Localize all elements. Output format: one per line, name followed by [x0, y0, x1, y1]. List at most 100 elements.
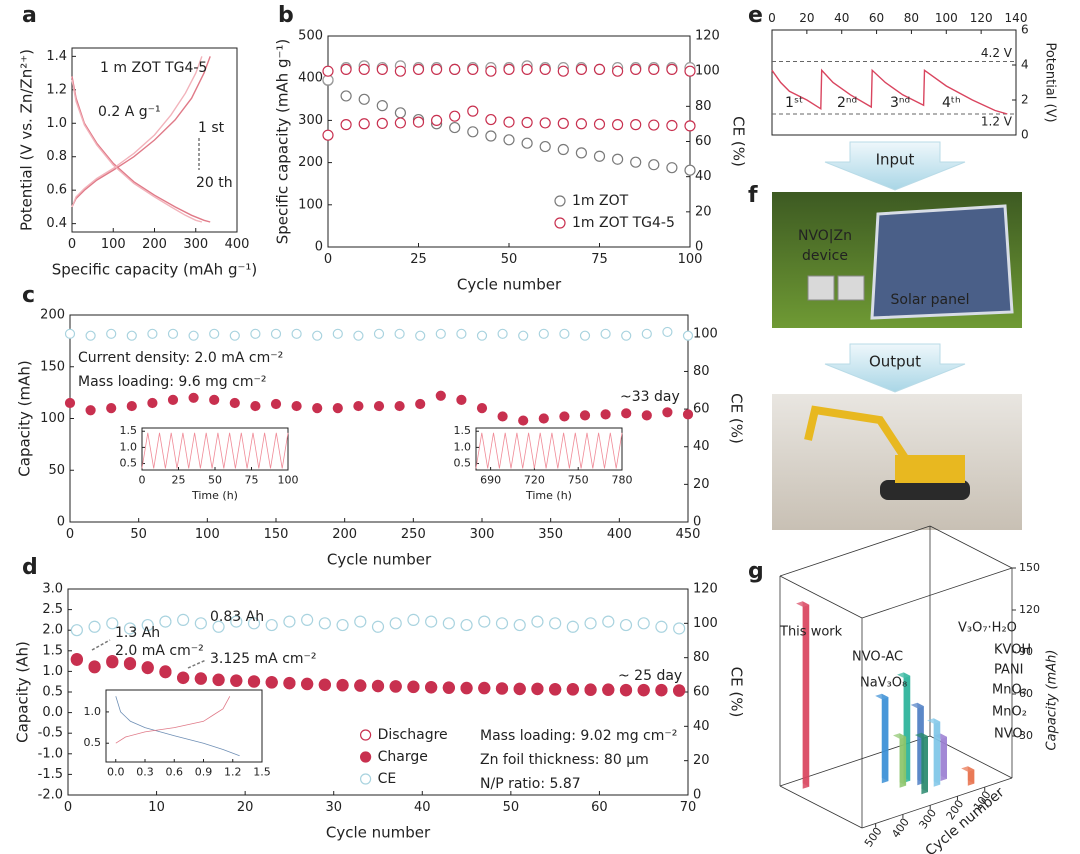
bar-label: NaV₃O₈ — [860, 676, 907, 691]
plot-frame — [69, 314, 689, 523]
x-tick-label: 450 — [676, 527, 701, 542]
y2-tick-label: 40 — [695, 169, 712, 184]
data-point — [503, 134, 515, 146]
data-point — [291, 328, 302, 339]
data-point — [358, 118, 370, 130]
bar-front — [940, 736, 947, 781]
annotation: Current density: 2.0 mA cm⁻² — [78, 350, 283, 366]
excavator-track — [880, 480, 970, 500]
annotation: ~33 day — [620, 389, 680, 405]
x-axis-label: Time (h) — [191, 489, 238, 502]
y2-tick-label: 60 — [693, 402, 710, 417]
y-tick-label: 1.5 — [454, 424, 472, 437]
data-point — [167, 394, 179, 405]
data-point — [602, 615, 615, 628]
annotation: 0.2 A g⁻¹ — [98, 104, 161, 120]
data-point — [188, 330, 199, 341]
x-tick-label: 0 — [64, 800, 72, 815]
x-axis-label: Cycle number — [327, 551, 432, 569]
annotation: 2ⁿᵈ — [837, 95, 857, 111]
y-tick-label: 0.5 — [120, 457, 138, 470]
data-point — [250, 400, 261, 412]
data-point — [177, 613, 190, 627]
legend-label: CE — [378, 771, 397, 787]
data-point — [630, 119, 642, 131]
y2-tick-label: 100 — [693, 616, 718, 631]
arrow-label: Output — [869, 353, 921, 371]
data-point — [376, 117, 388, 129]
data-point — [167, 328, 179, 339]
y-tick-label: 1.5 — [42, 643, 63, 658]
data-point — [648, 119, 660, 131]
data-point — [549, 617, 562, 630]
data-point — [376, 100, 388, 112]
x-tick-label: 100 — [101, 237, 126, 252]
data-point — [431, 114, 443, 127]
data-point — [684, 164, 696, 176]
y-tick-label: 1.4 — [46, 49, 67, 64]
data-point — [600, 328, 611, 339]
annotation: Zn foil thickness: 80 μm — [480, 752, 649, 768]
data-point — [250, 328, 261, 339]
bar-front — [802, 604, 810, 789]
data-point — [373, 400, 385, 412]
data-point — [600, 409, 611, 420]
data-point — [394, 117, 406, 129]
data-point — [611, 65, 624, 77]
data-point — [662, 326, 673, 338]
data-point — [637, 684, 650, 697]
data-point — [230, 615, 243, 628]
data-point — [431, 63, 443, 76]
bar-top — [796, 601, 810, 607]
y2-tick-label: 0 — [693, 515, 701, 530]
data-point — [531, 683, 544, 696]
data-point — [88, 661, 101, 674]
data-point — [353, 400, 364, 412]
data-point — [340, 63, 352, 76]
bar-top — [961, 766, 975, 772]
data-point — [270, 398, 282, 410]
data-point — [630, 156, 642, 168]
data-point — [212, 620, 225, 633]
x-tick-label: 0 — [324, 252, 332, 267]
data-point — [312, 330, 323, 341]
data-point — [456, 328, 467, 339]
line-series — [141, 432, 289, 469]
data-point — [394, 65, 406, 77]
y-tick-label: 0.5 — [84, 736, 102, 749]
bar-label: V₃O₇·H₂O — [958, 621, 1017, 636]
y-axis-label: Potential (V) — [1043, 42, 1058, 122]
data-point — [682, 330, 694, 341]
bar-front — [899, 736, 907, 788]
z-tick-label: 120 — [1019, 603, 1040, 616]
data-point — [637, 617, 650, 630]
x-tick-label: 100 — [195, 527, 220, 542]
data-point — [584, 617, 597, 630]
data-point — [666, 119, 678, 132]
y-axis-label: Capacity (Ah) — [14, 641, 32, 743]
annotation: 1.3 Ah — [115, 625, 160, 641]
annotation: 1ˢᵗ — [785, 95, 803, 111]
cube-edge — [861, 567, 1013, 619]
data-point — [666, 63, 678, 76]
data-point — [655, 620, 668, 633]
cube-edge — [929, 525, 1013, 569]
data-point — [602, 683, 615, 697]
cube-edge — [779, 785, 863, 829]
y2-tick-label: 100 — [693, 326, 718, 341]
data-point — [566, 620, 579, 633]
excavator-body — [895, 455, 965, 483]
data-point — [593, 118, 606, 130]
data-point — [566, 683, 579, 696]
x-tick-label: 50 — [208, 473, 222, 486]
x-tick-label: 60 — [591, 800, 608, 815]
data-point — [407, 680, 420, 694]
y-tick-label: 0.0 — [42, 705, 63, 720]
x-tick-label: 60 — [869, 11, 884, 25]
y-tick-label: 2 — [1021, 93, 1029, 107]
z-tick-label: 30 — [1019, 729, 1033, 742]
data-point — [229, 397, 240, 409]
data-point — [467, 126, 479, 138]
y-tick-label: 1.2 — [46, 82, 67, 97]
data-point — [247, 617, 261, 630]
